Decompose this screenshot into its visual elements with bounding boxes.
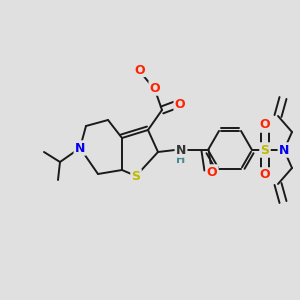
Text: O: O xyxy=(175,98,185,110)
Text: O: O xyxy=(260,169,270,182)
Text: S: S xyxy=(260,143,269,157)
Text: N: N xyxy=(75,142,85,154)
Text: N: N xyxy=(176,143,186,157)
Text: O: O xyxy=(207,166,217,178)
Text: N: N xyxy=(279,143,289,157)
Text: O: O xyxy=(260,118,270,131)
Text: O: O xyxy=(135,64,145,76)
Text: O: O xyxy=(150,82,160,94)
Text: H: H xyxy=(176,155,186,165)
Text: S: S xyxy=(131,169,140,182)
